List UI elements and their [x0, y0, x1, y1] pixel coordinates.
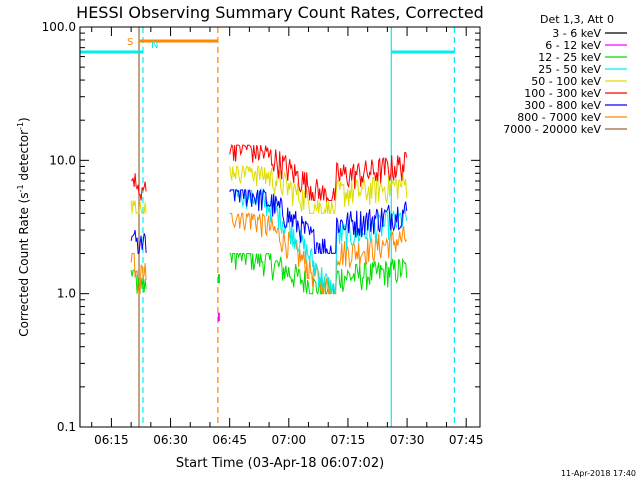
series-trace — [229, 188, 408, 255]
flag-label: N — [151, 40, 158, 51]
series-trace — [130, 200, 147, 215]
flag-label: S — [127, 37, 133, 48]
plot-frame — [79, 26, 481, 428]
x-axis-label: Start Time (03-Apr-18 06:07:02) — [176, 456, 384, 471]
legend-label: 6 - 12 keV — [545, 39, 601, 52]
series-trace — [229, 144, 408, 203]
y-tick-label: 100.0 — [42, 20, 76, 34]
x-axis: 06:15 06:30 06:45 07:00 07:15 07:30 07:45 — [91, 27, 484, 447]
legend-label: 300 - 800 keV — [524, 99, 601, 112]
series-trace — [130, 253, 147, 295]
y-tick-label: 0.1 — [57, 420, 76, 434]
series-trace — [130, 229, 147, 255]
x-tick-label: 07:30 — [390, 433, 425, 447]
legend-label: 3 - 6 keV — [552, 27, 601, 40]
legend-label: 800 - 7000 keV — [517, 111, 601, 124]
legend-label: 50 - 100 keV — [531, 75, 601, 88]
legend-header: Det 1,3, Att 0 — [540, 13, 614, 26]
series-trace — [130, 173, 147, 201]
legend-label: 100 - 300 keV — [524, 87, 601, 100]
x-tick-label: 06:30 — [153, 433, 188, 447]
series-trace — [229, 252, 408, 296]
x-tick-label: 07:00 — [272, 433, 307, 447]
date-stamp: 11-Apr-2018 17:40 — [561, 469, 636, 478]
legend-label: 7000 - 20000 keV — [503, 123, 601, 136]
y-axis: 0.1 1.0 10.0 100.0 — [42, 20, 480, 434]
y-tick-label: 1.0 — [57, 287, 76, 301]
legend-label: 12 - 25 keV — [538, 51, 601, 64]
x-tick-label: 07:15 — [331, 433, 366, 447]
chart-title: HESSI Observing Summary Count Rates, Cor… — [76, 3, 484, 22]
legend-label: 25 - 50 keV — [538, 63, 601, 76]
y-axis-label: Corrected Count Rate (s-1 detector-1) — [16, 117, 31, 336]
series-trace — [130, 269, 147, 294]
y-tick-label: 10.0 — [49, 153, 76, 167]
x-tick-label: 06:45 — [212, 433, 247, 447]
x-tick-label: 07:45 — [449, 433, 484, 447]
x-tick-label: 06:15 — [94, 433, 129, 447]
